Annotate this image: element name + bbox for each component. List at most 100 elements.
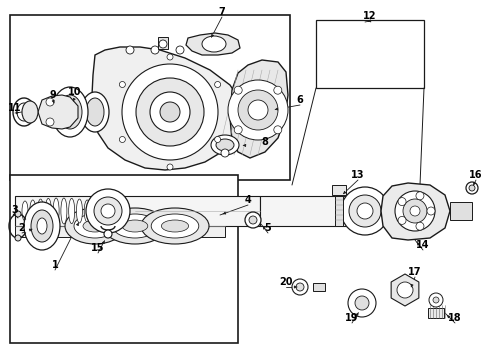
Text: 20: 20	[279, 277, 293, 287]
Circle shape	[433, 297, 439, 303]
Bar	[158, 37, 168, 49]
Circle shape	[238, 90, 278, 130]
Ellipse shape	[61, 198, 67, 224]
Circle shape	[398, 216, 406, 224]
Ellipse shape	[113, 214, 157, 238]
Circle shape	[176, 46, 184, 54]
Circle shape	[15, 235, 21, 241]
Text: 8: 8	[262, 137, 269, 147]
Circle shape	[234, 86, 242, 94]
Circle shape	[46, 118, 54, 126]
Circle shape	[46, 98, 54, 106]
Polygon shape	[38, 95, 78, 129]
Bar	[260, 196, 420, 226]
Ellipse shape	[292, 279, 308, 295]
Circle shape	[228, 80, 288, 140]
Ellipse shape	[52, 87, 88, 137]
Ellipse shape	[92, 201, 98, 221]
Text: 12: 12	[363, 11, 377, 21]
Ellipse shape	[81, 92, 109, 132]
Bar	[15, 215, 225, 237]
Ellipse shape	[83, 220, 107, 232]
Ellipse shape	[46, 198, 51, 224]
Circle shape	[167, 164, 173, 170]
Ellipse shape	[22, 101, 38, 123]
Ellipse shape	[65, 208, 125, 244]
Circle shape	[469, 185, 475, 191]
Ellipse shape	[122, 220, 148, 232]
Text: 11: 11	[8, 103, 22, 113]
Polygon shape	[381, 183, 450, 240]
Circle shape	[416, 192, 424, 200]
Text: 1: 1	[51, 260, 58, 270]
Circle shape	[104, 230, 112, 238]
Bar	[15, 196, 260, 226]
Polygon shape	[391, 274, 419, 306]
Circle shape	[274, 86, 282, 94]
Circle shape	[126, 46, 134, 54]
Text: 16: 16	[469, 170, 483, 180]
Circle shape	[234, 126, 242, 134]
Bar	[316, 20, 424, 88]
Text: 14: 14	[416, 240, 430, 250]
Ellipse shape	[86, 189, 130, 233]
Circle shape	[151, 46, 159, 54]
Ellipse shape	[58, 95, 82, 129]
Ellipse shape	[211, 135, 239, 155]
Ellipse shape	[348, 289, 376, 317]
Bar	[10, 175, 238, 343]
Circle shape	[274, 126, 282, 134]
Ellipse shape	[355, 296, 369, 310]
Text: 2: 2	[19, 223, 25, 233]
Ellipse shape	[357, 203, 373, 219]
Circle shape	[427, 207, 435, 215]
Circle shape	[249, 216, 257, 224]
Circle shape	[403, 199, 427, 223]
Circle shape	[120, 136, 125, 143]
Ellipse shape	[84, 200, 90, 222]
Ellipse shape	[69, 198, 74, 224]
Ellipse shape	[296, 283, 304, 291]
Circle shape	[150, 92, 190, 132]
Circle shape	[398, 198, 406, 206]
Circle shape	[122, 64, 218, 160]
Text: 19: 19	[345, 313, 359, 323]
Circle shape	[215, 136, 220, 143]
Bar	[10, 15, 290, 180]
Ellipse shape	[30, 200, 36, 222]
Text: 18: 18	[448, 313, 462, 323]
Circle shape	[416, 222, 424, 230]
Text: 6: 6	[296, 95, 303, 105]
Circle shape	[215, 81, 220, 87]
Circle shape	[245, 212, 261, 228]
Text: 17: 17	[408, 267, 422, 277]
Circle shape	[159, 40, 167, 48]
Circle shape	[395, 191, 435, 231]
Circle shape	[410, 206, 420, 216]
Circle shape	[120, 81, 125, 87]
Ellipse shape	[37, 218, 47, 234]
Circle shape	[397, 282, 413, 298]
Ellipse shape	[161, 220, 189, 232]
Ellipse shape	[216, 139, 234, 151]
Circle shape	[248, 100, 268, 120]
Ellipse shape	[349, 195, 381, 227]
Circle shape	[15, 211, 21, 217]
Ellipse shape	[31, 210, 53, 242]
Bar	[332, 185, 346, 195]
Ellipse shape	[22, 201, 28, 221]
Text: 15: 15	[91, 243, 105, 253]
Circle shape	[136, 78, 204, 146]
Text: 3: 3	[12, 205, 19, 215]
Circle shape	[466, 182, 478, 194]
Polygon shape	[230, 60, 288, 158]
Bar	[428, 308, 444, 318]
Ellipse shape	[86, 98, 104, 126]
Ellipse shape	[151, 214, 199, 238]
Text: 10: 10	[68, 87, 82, 97]
Text: 13: 13	[351, 170, 365, 180]
Polygon shape	[92, 47, 242, 170]
Text: 7: 7	[219, 7, 225, 17]
Polygon shape	[186, 33, 240, 55]
Ellipse shape	[53, 198, 59, 224]
